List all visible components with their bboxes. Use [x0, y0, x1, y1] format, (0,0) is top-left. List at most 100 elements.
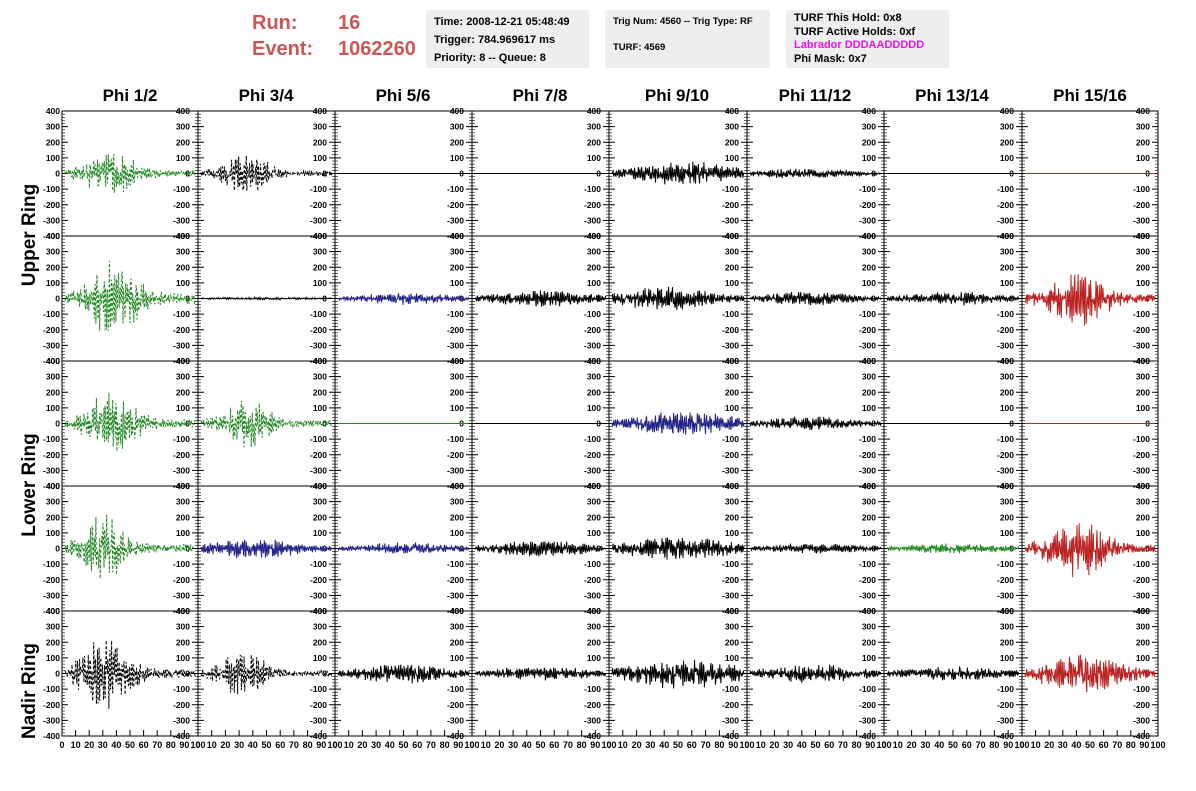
- x-tick-label: 60: [824, 740, 834, 750]
- y-tick-label: -200: [997, 450, 1014, 460]
- run-value: 16: [338, 12, 361, 34]
- y-tick-label-left: 200: [46, 137, 60, 147]
- y-tick-label: -100: [859, 309, 876, 319]
- y-tick-label: 200: [450, 262, 464, 272]
- y-tick-label: -400: [997, 731, 1014, 741]
- y-tick-label-left: -100: [43, 684, 60, 694]
- y-tick-label: 300: [1000, 497, 1014, 507]
- y-tick-label: -100: [173, 684, 190, 694]
- x-tick-label: 10: [893, 740, 903, 750]
- y-tick-label: -100: [997, 559, 1014, 569]
- y-tick-label: 400: [725, 606, 739, 616]
- y-tick-label: -300: [584, 590, 601, 600]
- y-tick-label: 400: [587, 481, 601, 491]
- y-tick-label: -100: [447, 309, 464, 319]
- x-tick-label: 100: [190, 740, 205, 750]
- y-tick-label: 200: [862, 387, 876, 397]
- y-tick-label: -100: [1133, 434, 1150, 444]
- y-tick-label: 200: [1000, 637, 1014, 647]
- y-tick-label: 200: [1136, 637, 1150, 647]
- y-tick-label: -100: [997, 434, 1014, 444]
- waveform-line: [475, 667, 607, 681]
- y-tick-label: -100: [173, 184, 190, 194]
- y-tick-label: 200: [176, 512, 190, 522]
- y-tick-label: -100: [310, 434, 327, 444]
- y-tick-label: -300: [859, 590, 876, 600]
- y-tick-label: 300: [587, 122, 601, 132]
- y-tick-label: -300: [859, 715, 876, 725]
- y-tick-label: -100: [173, 434, 190, 444]
- y-tick-label: 300: [862, 372, 876, 382]
- x-tick-label: 0: [59, 740, 64, 750]
- y-tick-label: -300: [722, 465, 739, 475]
- y-tick-label: 100: [176, 528, 190, 538]
- y-tick-label: 400: [1000, 606, 1014, 616]
- y-tick-label: 100: [725, 653, 739, 663]
- y-tick-label: 100: [1000, 653, 1014, 663]
- trigger-info-panel: Trig Num: 4560 -- Trig Type: RF TURF: 45…: [605, 10, 770, 68]
- y-tick-label: 300: [176, 247, 190, 257]
- y-tick-label-left: -400: [43, 481, 60, 491]
- y-tick-label: -100: [722, 559, 739, 569]
- turf-hold-text: TURF This Hold: 0x8: [794, 12, 902, 24]
- x-tick-label: 60: [687, 740, 697, 750]
- x-tick-label: 60: [139, 740, 149, 750]
- y-tick-label: 100: [862, 403, 876, 413]
- y-tick-label: -100: [722, 684, 739, 694]
- y-tick-label: -300: [722, 715, 739, 725]
- y-tick-label: 400: [1000, 356, 1014, 366]
- y-tick-label: 300: [450, 122, 464, 132]
- y-tick-label: -100: [722, 434, 739, 444]
- x-tick-label: 80: [166, 740, 176, 750]
- y-tick-label: -200: [447, 700, 464, 710]
- waveform-line: [886, 665, 1020, 681]
- waveform-line: [337, 293, 470, 305]
- y-tick-label-left: 400: [46, 606, 60, 616]
- y-tick-label: -300: [310, 340, 327, 350]
- y-tick-label: 400: [862, 356, 876, 366]
- y-tick-label: -100: [1133, 184, 1150, 194]
- y-tick-label: 100: [725, 278, 739, 288]
- y-tick-label-left: -200: [43, 325, 60, 335]
- y-tick-label-left: -300: [43, 340, 60, 350]
- y-tick-label: 100: [450, 528, 464, 538]
- y-tick-label: 200: [1000, 262, 1014, 272]
- y-tick-label: -200: [859, 200, 876, 210]
- y-tick-label: -200: [722, 200, 739, 210]
- y-tick-label-left: 0: [55, 169, 60, 179]
- x-tick-label: 10: [207, 740, 217, 750]
- y-tick-label-left: -100: [43, 434, 60, 444]
- x-tick-label: 40: [659, 740, 669, 750]
- x-tick-label: 30: [920, 740, 930, 750]
- y-tick-label: 0: [322, 419, 327, 429]
- x-tick-label: 20: [220, 740, 230, 750]
- y-tick-label: -200: [1133, 700, 1150, 710]
- y-tick-label: 200: [587, 137, 601, 147]
- y-tick-label: -300: [447, 465, 464, 475]
- y-tick-label: -200: [447, 575, 464, 585]
- waveform-line: [749, 292, 882, 306]
- x-tick-label: 20: [632, 740, 642, 750]
- y-tick-label: 200: [587, 512, 601, 522]
- y-tick-label: -200: [997, 325, 1014, 335]
- y-tick-label: -200: [310, 200, 327, 210]
- y-tick-label: -300: [584, 340, 601, 350]
- y-tick-label: 400: [725, 481, 739, 491]
- waveform-line: [1024, 523, 1156, 578]
- x-tick-label: 80: [1126, 740, 1136, 750]
- y-tick-label: -300: [1133, 465, 1150, 475]
- y-tick-label: -200: [584, 325, 601, 335]
- y-tick-label: 300: [725, 122, 739, 132]
- x-tick-label: 80: [714, 740, 724, 750]
- y-tick-label: -200: [1133, 325, 1150, 335]
- x-tick-label: 30: [645, 740, 655, 750]
- y-tick-label: -200: [173, 450, 190, 460]
